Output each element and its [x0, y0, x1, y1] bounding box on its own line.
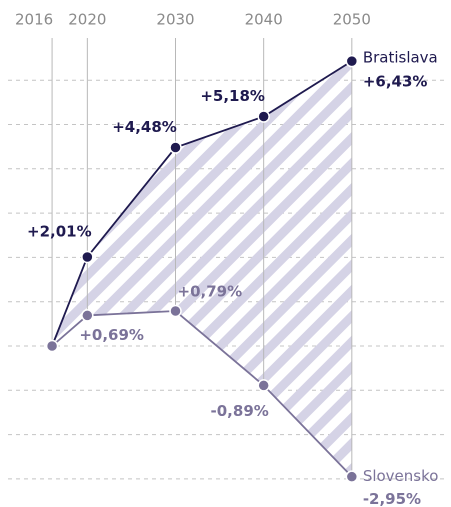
- point: [81, 250, 94, 264]
- value-label: -0,89%: [211, 402, 269, 420]
- value-label: +0,69%: [79, 326, 144, 344]
- point: [345, 54, 359, 68]
- point: [257, 110, 270, 123]
- x-tick-label: 2020: [68, 11, 106, 29]
- point: [169, 141, 182, 154]
- series-name: Slovensko: [363, 467, 439, 485]
- difference-area: [52, 61, 352, 477]
- value-label: +5,18%: [200, 87, 265, 105]
- x-tick-label: 2040: [245, 11, 283, 29]
- value-label: +2,01%: [27, 222, 92, 240]
- x-tick-label: 2050: [333, 11, 371, 29]
- value-label: +6,43%: [363, 73, 428, 91]
- value-label: +4,48%: [112, 118, 177, 136]
- point: [345, 470, 359, 483]
- point: [169, 304, 182, 318]
- x-tick-label: 2030: [156, 11, 194, 29]
- x-tick-label: 2016: [15, 11, 53, 29]
- point: [257, 379, 270, 392]
- point: [45, 339, 59, 353]
- value-label: -2,95%: [363, 490, 421, 507]
- value-label: +0,79%: [178, 283, 243, 301]
- point: [81, 309, 94, 322]
- series-name: Bratislava: [363, 49, 438, 67]
